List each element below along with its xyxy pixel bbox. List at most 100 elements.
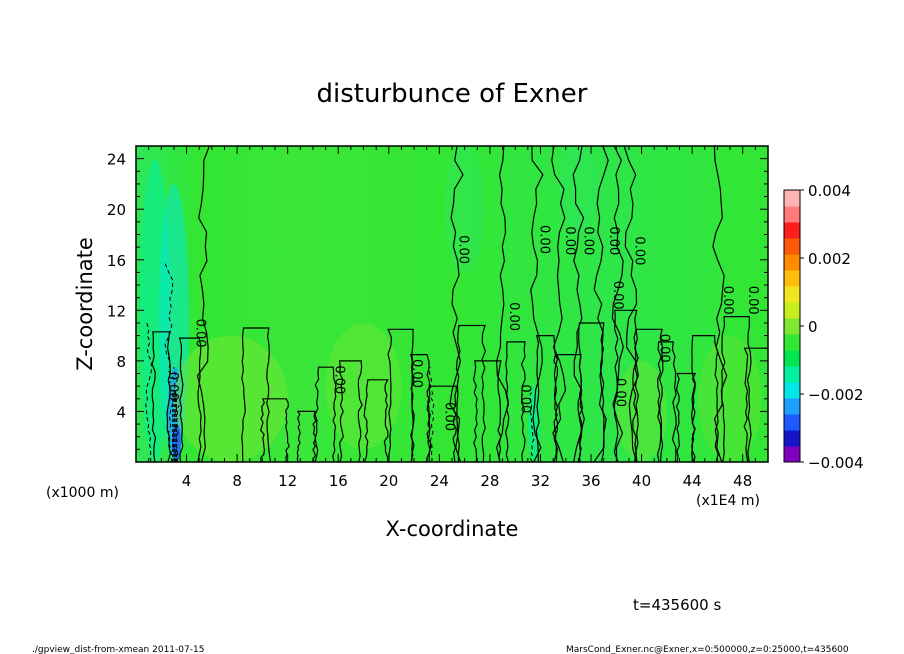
y-tick-label: 20	[107, 201, 126, 219]
axis-ticks	[136, 146, 768, 462]
y-tick-label: 16	[107, 252, 126, 270]
colorbar-segment	[784, 238, 800, 255]
x-tick-label: 24	[430, 472, 449, 490]
x-tick-label: 28	[480, 472, 499, 490]
x-tick-label: 8	[232, 472, 242, 490]
contour-label: 0.00	[610, 281, 625, 310]
contour-label: 0.00	[332, 365, 347, 394]
contour-label: 0.00	[518, 384, 533, 413]
contour-line	[535, 335, 559, 462]
contour-line	[743, 347, 768, 462]
colorbar-segment	[784, 350, 800, 367]
contour-line	[712, 146, 728, 462]
chart-title: disturbunce of Exner	[317, 79, 588, 109]
contour-line	[455, 324, 487, 462]
x-tick-label: 32	[531, 472, 550, 490]
footer-left: ./gpview_dist-from-xmean 2011-07-15	[32, 645, 204, 654]
x-tick-label: 36	[581, 472, 600, 490]
colorbar-label: 0	[808, 318, 818, 336]
contour-line	[632, 328, 664, 462]
contour-labels: 0.00 0.00 0.00 0.00 0.00 0.00 0.00 0.00 0.00 0.00…	[165, 225, 760, 431]
plot-area: 0.00 0.00 0.00 0.00 0.00 0.00 0.00 0.00 0.00 0.00…	[135, 145, 769, 463]
contour-line	[656, 341, 677, 462]
contour-line	[260, 398, 290, 462]
colorbar-segment	[784, 366, 800, 383]
time-annotation: t=435600 s	[633, 596, 721, 614]
contour-line	[426, 385, 457, 462]
field-patch	[616, 360, 667, 462]
colorbar-segment	[784, 254, 800, 271]
colorbar-labels: 0.004 0.002 0 −0.002 −0.004	[808, 182, 864, 472]
contour-label: 0.00	[612, 378, 627, 407]
x-tick-label: 16	[329, 472, 348, 490]
colorbar-segment	[784, 430, 800, 447]
contour-line	[178, 337, 202, 462]
contour-label: 0.00	[409, 359, 424, 388]
colorbar-label: −0.002	[808, 386, 864, 404]
colorbar-segment	[784, 206, 800, 223]
y-tick-label: 12	[107, 302, 126, 320]
y-tick-label: 4	[116, 403, 126, 421]
contour-label: 0.00	[456, 235, 471, 264]
contour-line	[410, 354, 431, 462]
contour-label: 0.00	[581, 226, 596, 255]
x-tick-label: 12	[278, 472, 297, 490]
colorbar-segment	[784, 382, 800, 399]
contour-line	[504, 341, 526, 462]
contour-line	[551, 146, 567, 462]
field-patch	[173, 335, 288, 462]
contour-label: 0.00	[442, 402, 457, 431]
contour-label: 0.00	[720, 286, 735, 315]
contour-lines	[145, 146, 768, 462]
negative-contour	[145, 322, 153, 462]
colorbar-label: 0.004	[808, 182, 851, 200]
colorbar-segment	[784, 446, 800, 463]
contour-label: 0.00	[193, 319, 208, 348]
colorbar-segment	[784, 318, 800, 335]
contour-label: 0.00	[745, 286, 760, 315]
contour-line	[690, 335, 719, 462]
contour-line	[613, 309, 640, 462]
x-tick-label: 48	[733, 472, 752, 490]
contour-label: 0.00	[631, 236, 646, 265]
field-patch	[325, 322, 402, 450]
x-unit-label: (x1E4 m)	[696, 493, 760, 509]
colorbar	[783, 189, 804, 463]
contour-line	[577, 322, 605, 462]
contour-line	[449, 146, 464, 462]
y-tick-label: 8	[116, 353, 126, 371]
colorbar-segment	[784, 302, 800, 319]
negative-contour	[429, 367, 435, 462]
contour-line	[338, 360, 363, 462]
colorbar-label: 0.002	[808, 250, 851, 268]
y-unit-label: (x1000 m)	[46, 485, 119, 501]
y-axis-label: Z-coordinate	[73, 237, 97, 371]
colorbar-segment	[784, 334, 800, 351]
field-patch	[559, 146, 598, 235]
contour-label: 0.00	[506, 302, 521, 331]
colorbar-segment	[784, 270, 800, 287]
contour-line	[623, 146, 639, 462]
x-tick-label: 44	[683, 472, 702, 490]
contour-line	[553, 354, 584, 462]
field-shading	[139, 146, 762, 462]
colorbar-segment	[784, 286, 800, 303]
colorbar-segment	[784, 222, 800, 239]
y-tick-label: 24	[107, 151, 126, 169]
colorbar-segment	[784, 414, 800, 431]
contour-label: 0.00	[657, 334, 672, 363]
colorbar-segment	[784, 398, 800, 415]
x-tick-label: 40	[632, 472, 651, 490]
contour-label: 0.00	[606, 226, 621, 255]
contour-label: 0.00	[165, 372, 180, 401]
contour-line	[387, 328, 415, 462]
contour-line	[151, 331, 172, 462]
negative-contour	[528, 392, 535, 462]
negative-contour	[175, 404, 180, 462]
contour-line	[296, 410, 317, 462]
contour-line	[530, 146, 544, 462]
contour-line	[196, 146, 210, 462]
x-tick-label: 20	[379, 472, 398, 490]
contour-label: 0.00	[562, 226, 577, 255]
